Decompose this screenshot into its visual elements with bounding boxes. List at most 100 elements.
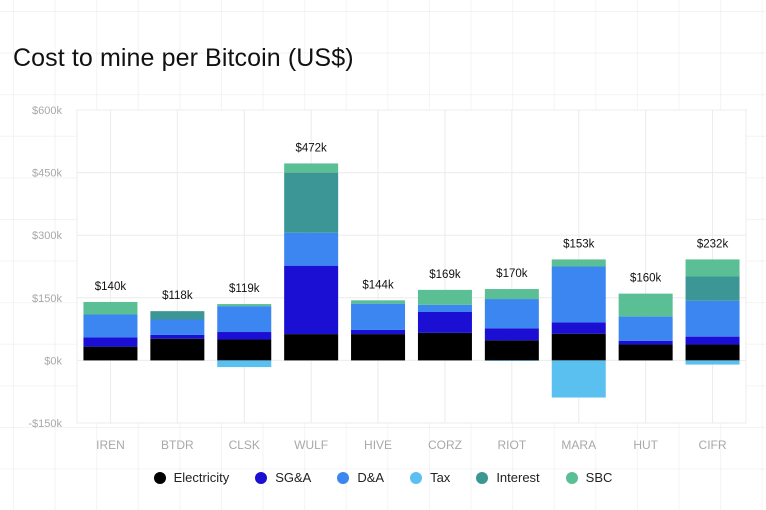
bar-segment-sbc bbox=[484, 289, 539, 300]
bar-segment-sbc bbox=[284, 163, 339, 173]
bar-segment-da bbox=[484, 299, 539, 329]
plot-background bbox=[76, 109, 747, 424]
bar-stack-riot bbox=[484, 289, 539, 361]
bar-segment-sga bbox=[150, 334, 205, 339]
total-label: $118k bbox=[162, 290, 193, 302]
bar-segment-da bbox=[83, 314, 138, 338]
bar-segment-tax bbox=[484, 360, 539, 361]
total-label: $144k bbox=[362, 279, 394, 291]
x-tick-label: CIFR bbox=[699, 438, 727, 452]
bar-segment-electricity bbox=[551, 333, 606, 361]
legend-dot-icon bbox=[153, 471, 166, 484]
bar-segment-electricity bbox=[284, 334, 339, 361]
total-label: $119k bbox=[229, 283, 260, 295]
legend-dot-icon bbox=[255, 471, 268, 484]
bar-segment-electricity bbox=[83, 346, 138, 361]
bar-segment-sga bbox=[217, 332, 272, 340]
bar-segment-da bbox=[551, 266, 606, 323]
x-tick-label: MARA bbox=[561, 438, 596, 452]
bar-stack-wulf bbox=[284, 163, 339, 361]
legend-label: SBC bbox=[585, 470, 613, 485]
x-tick-label: WULF bbox=[294, 438, 328, 452]
total-label: $153k bbox=[563, 238, 595, 250]
y-tick-label: $0k bbox=[44, 355, 62, 367]
bar-segment-tax bbox=[217, 360, 272, 368]
bar-segment-electricity bbox=[417, 332, 472, 361]
legend-item: Interest bbox=[476, 470, 540, 485]
bar-segment-da bbox=[284, 232, 339, 266]
chart-title: Cost to mine per Bitcoin (US$) bbox=[13, 44, 354, 72]
total-label: $472k bbox=[295, 142, 327, 154]
legend-item: D&A bbox=[337, 470, 384, 485]
total-label: $160k bbox=[630, 273, 662, 285]
legend-label: D&A bbox=[357, 470, 385, 485]
bar-segment-sbc bbox=[417, 289, 472, 305]
bar-segment-sga bbox=[83, 337, 138, 347]
bar-segment-interest bbox=[150, 311, 205, 320]
bar-segment-tax bbox=[551, 360, 606, 398]
bar-stack-mara bbox=[551, 259, 606, 398]
bar-segment-sbc bbox=[618, 293, 673, 317]
bar-stack-cifr bbox=[685, 259, 740, 365]
x-tick-label: HUT bbox=[633, 438, 658, 452]
bar-segment-electricity bbox=[685, 344, 740, 361]
bar-segment-sbc bbox=[551, 259, 606, 267]
x-tick-label: CORZ bbox=[428, 438, 462, 452]
bar-segment-da bbox=[150, 319, 205, 335]
x-tick-label: CLSK bbox=[229, 438, 260, 452]
stacked-bar-chart: $600k $450k $300k $150k $0k -$150k $140k $118k… bbox=[28, 105, 747, 452]
bar-stack-clsk bbox=[217, 304, 272, 368]
legend-item: SG&A bbox=[255, 470, 311, 485]
total-label: $140k bbox=[95, 281, 127, 293]
y-tick-label: $150k bbox=[32, 293, 62, 305]
bar-stack-hive bbox=[351, 300, 406, 361]
bar-segment-electricity bbox=[150, 338, 205, 361]
bar-segment-sbc bbox=[685, 259, 740, 277]
legend-label: Electricity bbox=[173, 470, 230, 485]
legend: Electricity SG&A D&A Tax Interest SBC bbox=[0, 470, 766, 485]
x-axis-ticks: IREN BTDR CLSK WULF HIVE CORZ RIOT MARA HUT CIFR bbox=[96, 438, 727, 452]
bar-segment-sga bbox=[618, 340, 673, 345]
legend-item: SBC bbox=[565, 470, 613, 485]
bar-segment-da bbox=[217, 306, 272, 333]
bar-segment-da bbox=[618, 316, 673, 341]
legend-label: SG&A bbox=[275, 470, 312, 485]
bar-stack-btdr bbox=[150, 311, 205, 361]
bar-segment-da bbox=[417, 304, 472, 312]
bar-segment-electricity bbox=[484, 340, 539, 361]
bar-stack-hut bbox=[618, 293, 673, 361]
bar-segment-sbc bbox=[83, 301, 138, 315]
bar-stack-corz bbox=[417, 289, 472, 361]
legend-item: Electricity bbox=[153, 470, 230, 485]
legend-item: Tax bbox=[410, 470, 450, 485]
bar-segment-sbc bbox=[217, 304, 272, 307]
total-label: $232k bbox=[697, 238, 729, 250]
x-tick-label: RIOT bbox=[498, 438, 527, 452]
bar-segment-sga bbox=[484, 328, 539, 341]
y-axis-ticks: $600k $450k $300k $150k $0k -$150k bbox=[28, 105, 62, 430]
total-label: $170k bbox=[496, 268, 528, 280]
bar-stack-iren bbox=[83, 301, 138, 361]
legend-dot-icon bbox=[410, 471, 423, 484]
bar-segment-interest bbox=[284, 172, 339, 233]
bar-segment-da bbox=[685, 300, 740, 337]
legend-dot-icon bbox=[476, 471, 489, 484]
y-tick-label: $450k bbox=[32, 168, 62, 180]
bars bbox=[83, 163, 740, 398]
x-tick-label: IREN bbox=[96, 438, 125, 452]
bar-segment-sga bbox=[417, 311, 472, 333]
bar-segment-interest bbox=[685, 276, 740, 301]
x-tick-label: HIVE bbox=[364, 438, 392, 452]
legend-dot-icon bbox=[337, 471, 350, 484]
x-tick-label: BTDR bbox=[161, 438, 194, 452]
legend-dot-icon bbox=[565, 471, 578, 484]
bar-segment-sga bbox=[284, 265, 339, 335]
bar-segment-sbc bbox=[351, 300, 406, 304]
bar-segment-electricity bbox=[217, 339, 272, 361]
bar-segment-electricity bbox=[618, 344, 673, 361]
legend-label: Interest bbox=[496, 470, 540, 485]
bar-segment-sga bbox=[351, 329, 406, 335]
y-tick-label: $600k bbox=[32, 105, 62, 117]
bar-segment-tax bbox=[685, 360, 740, 365]
y-tick-label: $300k bbox=[32, 230, 62, 242]
